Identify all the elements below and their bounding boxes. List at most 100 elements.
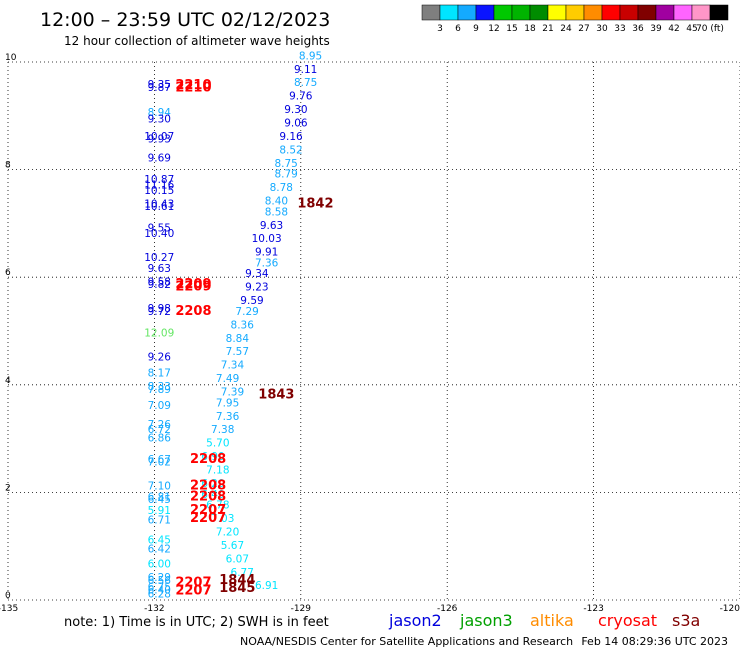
wave-height-value: 8.52 bbox=[279, 144, 302, 156]
x-tick-label: -120 bbox=[720, 604, 740, 614]
y-tick-label: 2 bbox=[5, 483, 11, 493]
colorbar-swatch bbox=[421, 4, 441, 21]
colorbar-label: 42 bbox=[668, 24, 679, 34]
colorbar-swatch bbox=[709, 4, 729, 21]
wave-height-value: 12.09 bbox=[144, 327, 174, 339]
x-tick-label: -123 bbox=[583, 604, 603, 614]
wave-height-value: 7.49 bbox=[216, 373, 239, 385]
colorbar-label: 6 bbox=[455, 24, 461, 34]
wave-height-value: 7.10 bbox=[148, 481, 171, 493]
wave-height-value: 8.95 bbox=[299, 50, 322, 62]
colorbar-label: 30 bbox=[596, 24, 608, 34]
wave-height-value: 5.91 bbox=[148, 505, 171, 517]
colorbar-swatch bbox=[475, 4, 495, 21]
wave-height-value: 7.95 bbox=[216, 397, 239, 409]
wave-height-value: 6.40 bbox=[148, 585, 171, 597]
wave-height-value: 6.75 bbox=[148, 581, 171, 593]
wave-height-value: 10.03 bbox=[252, 233, 282, 245]
colorbar-swatch bbox=[619, 4, 639, 21]
wave-height-value: 7.38 bbox=[211, 424, 234, 436]
colorbar-swatch bbox=[529, 4, 549, 21]
wave-height-value: 9.87 bbox=[148, 82, 171, 94]
wave-height-value: 10.61 bbox=[144, 201, 174, 213]
colorbar-label: 12 bbox=[488, 24, 499, 34]
wave-height-value: 9.16 bbox=[279, 131, 303, 143]
x-tick-label: -126 bbox=[437, 604, 458, 614]
wave-height-value: 9.63 bbox=[260, 220, 283, 232]
colorbar-label: 27 bbox=[578, 24, 589, 34]
y-axis-ticks: 0 2 4 6 8 10 bbox=[5, 53, 17, 601]
wave-height-value: 6.45 bbox=[148, 494, 171, 506]
wave-height-value: 8.94 bbox=[148, 107, 172, 119]
wave-height-value: 7.20 bbox=[216, 526, 239, 538]
wave-height-value: 7.29 bbox=[235, 306, 258, 318]
wave-height-value: 6.28 bbox=[148, 588, 171, 600]
wave-height-value: 6.42 bbox=[148, 544, 171, 556]
wave-height-value: 9.30 bbox=[148, 113, 171, 125]
wave-height-value: 9.91 bbox=[255, 247, 278, 259]
pass-time-label: 1844 bbox=[219, 573, 255, 588]
wave-height-value: 7.57 bbox=[226, 346, 249, 358]
satellite-legend-jason3: jason3 bbox=[459, 611, 513, 630]
colorbar-swatch bbox=[457, 4, 477, 21]
wave-height-value: 10.87 bbox=[144, 174, 174, 186]
pass-time-label: 2210 bbox=[175, 78, 211, 93]
y-tick-label: 4 bbox=[5, 376, 11, 386]
colorbar-swatch bbox=[583, 4, 603, 21]
wave-height-value: 9.76 bbox=[289, 91, 313, 103]
wave-height-value: 6.20 bbox=[201, 478, 224, 490]
grid-lines bbox=[7, 61, 740, 601]
x-tick-label: -132 bbox=[144, 604, 164, 614]
wave-height-value: 9.93 bbox=[148, 134, 171, 146]
colorbar-label: 33 bbox=[614, 24, 625, 34]
wave-height-value: 9.55 bbox=[148, 222, 171, 234]
pass-time-labels: 2210221022092209220822082208220822072207… bbox=[175, 78, 333, 599]
wave-height-value: 8.40 bbox=[265, 196, 288, 208]
wave-height-value: 7.03 bbox=[211, 513, 234, 525]
footer-credit: NOAA/NESDIS Center for Satellite Applica… bbox=[240, 635, 573, 648]
wave-height-value: 8.75 bbox=[294, 77, 317, 89]
satellite-legend-jason2: jason2 bbox=[388, 611, 442, 630]
wave-height-value: 11.16 bbox=[144, 179, 174, 191]
wave-height-value: 9.98 bbox=[148, 303, 171, 315]
satellite-legend: jason2 jason3 altika cryosat s3a bbox=[388, 611, 700, 630]
wave-height-value: 8.75 bbox=[274, 158, 297, 170]
wave-height-value: 10.40 bbox=[144, 228, 174, 240]
chart-title: 12:00 – 23:59 UTC 02/12/2023 bbox=[40, 9, 330, 31]
pass-time-label: 1842 bbox=[297, 196, 333, 211]
wave-height-value: 7.39 bbox=[221, 387, 244, 399]
wave-height-value: 7.36 bbox=[216, 411, 240, 423]
pass-time-label: 2207 bbox=[190, 511, 226, 526]
wave-height-value: 7.18 bbox=[206, 465, 229, 477]
wave-height-value: 5.67 bbox=[221, 540, 244, 552]
colorbar-label: 15 bbox=[506, 24, 517, 34]
pass-time-label: 1843 bbox=[258, 387, 294, 402]
x-tick-label: -135 bbox=[0, 604, 18, 614]
colorbar-swatch bbox=[637, 4, 657, 21]
wave-height-value: 6.67 bbox=[148, 454, 171, 466]
colorbar-swatch bbox=[691, 4, 711, 21]
pass-time-label: 2207 bbox=[190, 503, 226, 518]
footer-timestamp: Feb 14 08:29:36 UTC 2023 bbox=[581, 635, 728, 648]
satellite-legend-cryosat: cryosat bbox=[598, 611, 657, 630]
colorbar-swatch bbox=[439, 4, 459, 21]
wave-height-value: 6.00 bbox=[148, 559, 171, 571]
wave-height-value: 6.90 bbox=[201, 451, 224, 463]
wave-height-value: 9.69 bbox=[148, 153, 171, 165]
chart-subtitle: 12 hour collection of altimeter wave hei… bbox=[64, 34, 330, 48]
colorbar-swatch bbox=[601, 4, 621, 21]
wave-height-value: 7.09 bbox=[148, 400, 171, 412]
colorbar-swatch bbox=[673, 4, 693, 21]
wave-height-value: 6.29 bbox=[148, 572, 171, 584]
wave-height-value: 8.84 bbox=[226, 333, 250, 345]
wave-height-value: 8.79 bbox=[274, 169, 297, 181]
wave-height-value: 7.02 bbox=[148, 457, 171, 469]
wave-height-value: 9.35 bbox=[148, 79, 171, 91]
wave-height-value: 10.15 bbox=[144, 185, 174, 197]
wave-height-value: 6.78 bbox=[206, 500, 229, 512]
wave-height-value: 6.72 bbox=[148, 424, 171, 436]
colorbar-swatch bbox=[655, 4, 675, 21]
wave-height-value: 6.71 bbox=[148, 515, 171, 527]
wave-height-value: 9.23 bbox=[245, 282, 268, 294]
colorbar-label: 3 bbox=[437, 24, 443, 34]
